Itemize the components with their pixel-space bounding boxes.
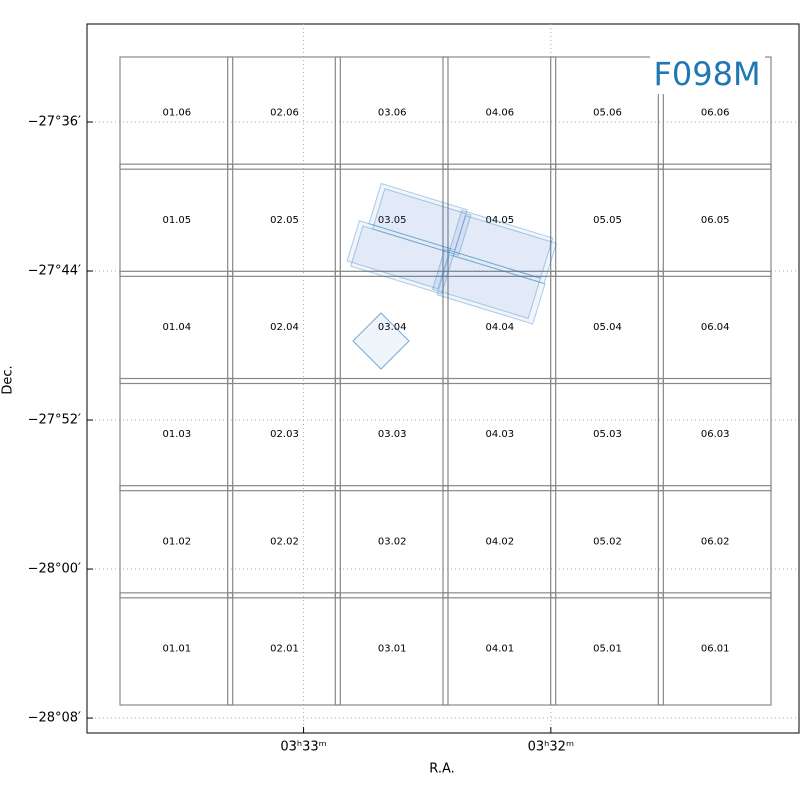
x-tick-label: 03ʰ32ᵐ: [528, 740, 574, 755]
tile-label: 04.04: [486, 322, 515, 333]
y-axis-title: Dec.: [1, 365, 16, 394]
footprints: [346, 182, 557, 325]
tile-label: 04.01: [486, 643, 515, 654]
tile-label: 03.06: [378, 108, 407, 119]
tile: [657, 270, 772, 385]
tile: [442, 485, 557, 599]
tile-label: 04.05: [486, 215, 515, 226]
tile-label: 02.04: [270, 322, 299, 333]
tile-label: 06.04: [701, 322, 730, 333]
tile-label: 01.04: [163, 322, 192, 333]
tile: [657, 485, 772, 599]
tile: [227, 377, 341, 492]
tile-label: 05.05: [593, 215, 622, 226]
tile: [334, 56, 449, 170]
footprint: [368, 182, 468, 251]
tile: [442, 56, 557, 170]
tile: [657, 592, 772, 706]
tile: [119, 56, 234, 170]
tile-label: 05.04: [593, 322, 622, 333]
tile-label: 04.02: [486, 536, 515, 547]
tile-label: 02.01: [270, 643, 299, 654]
footprint: [352, 312, 410, 370]
y-tick-label: −28°00′: [28, 562, 81, 577]
tile-label: 06.05: [701, 215, 730, 226]
tile: [657, 377, 772, 492]
y-tick-label: −27°36′: [28, 115, 81, 130]
tile: [119, 377, 234, 492]
tile: [442, 377, 557, 492]
x-tick-label: 03ʰ33ᵐ: [280, 740, 326, 755]
tile-label: 01.03: [163, 429, 192, 440]
tile: [119, 485, 234, 599]
label-bg: [650, 56, 765, 94]
tile-label: 03.03: [378, 429, 407, 440]
tile: [334, 592, 449, 706]
tile: [550, 163, 664, 277]
tile-label: 01.05: [163, 215, 192, 226]
tile: [334, 270, 449, 385]
footprint: [436, 253, 546, 325]
filter-label: F098M: [653, 55, 760, 93]
tile: [119, 163, 234, 277]
footprint: [431, 248, 542, 320]
tile-label: 02.06: [270, 108, 299, 119]
tile-label: 04.03: [486, 429, 515, 440]
tile: [550, 485, 664, 599]
tile-label: 03.04: [378, 322, 407, 333]
tile-label: 05.01: [593, 643, 622, 654]
tile-label: 06.02: [701, 536, 730, 547]
tile-label: 02.05: [270, 215, 299, 226]
x-axis-title: R.A.: [429, 762, 455, 777]
tile-label: 06.03: [701, 429, 730, 440]
tile-label: 02.03: [270, 429, 299, 440]
tile: [119, 592, 234, 706]
tile: [334, 485, 449, 599]
tile-label: 02.02: [270, 536, 299, 547]
tile: [227, 270, 341, 385]
tile: [227, 163, 341, 277]
tile: [334, 377, 449, 492]
tile-label: 03.05: [378, 215, 407, 226]
footprint: [346, 220, 451, 290]
y-tick-label: −27°44′: [28, 264, 81, 279]
footprint: [350, 225, 455, 295]
tile: [442, 163, 557, 277]
tile-label: 05.02: [593, 536, 622, 547]
tile: [550, 270, 664, 385]
tile-label: 06.01: [701, 643, 730, 654]
y-tick-label: −28°08′: [28, 711, 81, 726]
tile: [550, 592, 664, 706]
plot-frame: [86, 23, 800, 734]
tile-label: 03.02: [378, 536, 407, 547]
tile: [227, 56, 341, 170]
y-tick-label: −27°52′: [28, 413, 81, 428]
tile-label: 04.06: [486, 108, 515, 119]
tile-label: 03.01: [378, 643, 407, 654]
tile-label: 06.06: [701, 108, 730, 119]
tile-label: 01.01: [163, 643, 192, 654]
tile: [657, 163, 772, 277]
tile-label: 05.06: [593, 108, 622, 119]
tile: [442, 592, 557, 706]
tile-label: 01.02: [163, 536, 192, 547]
tile-label: 01.06: [163, 108, 192, 119]
tile: [119, 270, 234, 385]
tile: [442, 270, 557, 385]
tile: [550, 377, 664, 492]
tile-label: 05.03: [593, 429, 622, 440]
tile: [227, 485, 341, 599]
tile: [227, 592, 341, 706]
tile-grid: 01.01 01.02 01.03 01.04 01.05 01.06 02.01 02.02…: [119, 56, 772, 706]
footprint: [449, 209, 554, 279]
tile: [334, 163, 449, 277]
footprint: [371, 188, 472, 256]
tile: [550, 56, 664, 170]
footprint: [452, 214, 557, 285]
